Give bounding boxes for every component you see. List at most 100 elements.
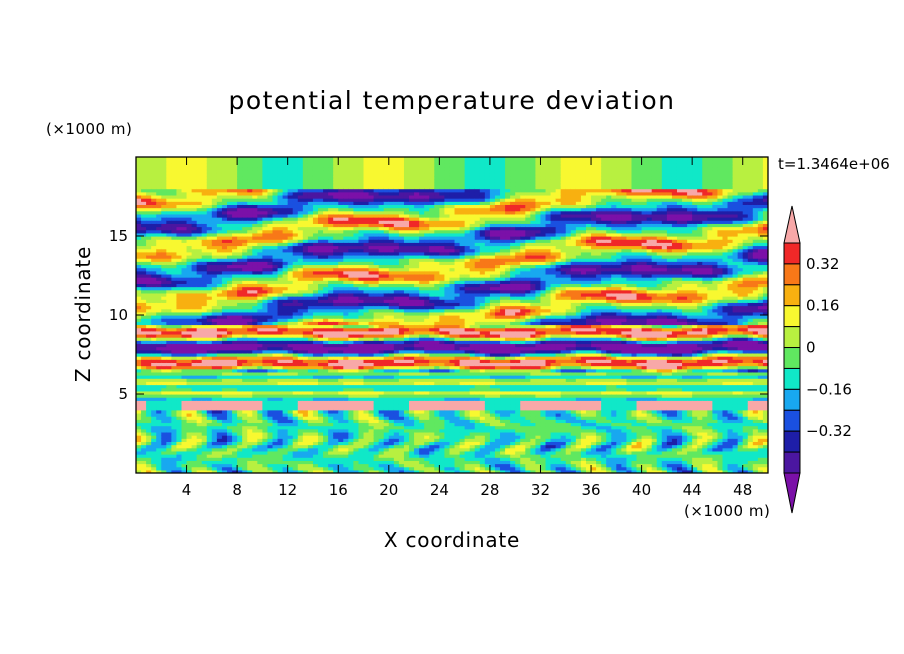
heatmap-cell (166, 194, 172, 199)
heatmap-cell (171, 375, 178, 379)
heatmap-cell (136, 220, 142, 224)
heatmap-cell (141, 365, 147, 370)
heatmap-cell (166, 236, 172, 240)
heatmap-cell (146, 273, 152, 278)
heatmap-cell (156, 435, 162, 439)
heatmap-cell (156, 204, 162, 209)
heatmap-cell (141, 454, 147, 458)
heatmap-cell (136, 412, 142, 417)
heatmap-cell (146, 327, 152, 332)
heatmap-cell (136, 245, 142, 250)
heatmap-cell (166, 277, 172, 281)
heatmap-cell (151, 160, 157, 164)
heatmap-cell (161, 460, 167, 465)
heatmap-cell (146, 387, 152, 392)
heatmap-cell (161, 166, 167, 171)
heatmap-cell (166, 327, 172, 332)
heatmap-cell (136, 315, 142, 319)
heatmap-cell (156, 400, 162, 405)
heatmap-cell (171, 435, 178, 439)
heatmap-cell (156, 188, 162, 193)
heatmap-cell (151, 409, 157, 414)
heatmap-cell (166, 400, 172, 405)
heatmap-cell (156, 419, 162, 424)
heatmap-cell (161, 223, 167, 228)
heatmap-cell (136, 416, 142, 420)
heatmap-cell (166, 340, 172, 345)
heatmap-cell (171, 308, 178, 313)
heatmap-cell (151, 251, 157, 256)
heatmap-cell (146, 438, 152, 442)
heatmap-cell (161, 217, 167, 221)
heatmap-cell (161, 175, 167, 180)
heatmap-cell (136, 185, 142, 190)
heatmap-cell (156, 340, 162, 345)
heatmap-cell (156, 352, 162, 357)
heatmap-cell (151, 270, 157, 275)
heatmap-cell (151, 305, 157, 310)
heatmap-cell (171, 315, 178, 319)
heatmap-cell (151, 308, 157, 313)
heatmap-cell (146, 308, 152, 313)
heatmap-cell (171, 431, 178, 436)
heatmap-cell (146, 365, 152, 370)
heatmap-cell (146, 169, 152, 174)
heatmap-cell (151, 296, 157, 300)
heatmap-cell (136, 321, 142, 326)
heatmap-cell (141, 425, 147, 430)
heatmap-cell (156, 226, 162, 231)
heatmap-cell (136, 333, 142, 338)
heatmap-cell (151, 166, 157, 171)
heatmap-cell (171, 264, 178, 269)
heatmap-cell (136, 223, 142, 228)
heatmap-cell (136, 431, 142, 436)
heatmap-cell (141, 412, 147, 417)
heatmap-cell (141, 270, 147, 275)
heatmap-cell (136, 397, 142, 401)
heatmap-cell (136, 441, 142, 446)
heatmap-cell (146, 356, 152, 360)
heatmap-cell (146, 258, 152, 262)
heatmap-cell (156, 217, 162, 221)
heatmap-cell (146, 160, 152, 164)
heatmap-cell (161, 315, 167, 319)
heatmap-cell (141, 248, 147, 253)
heatmap-cell (161, 321, 167, 326)
heatmap-cell (166, 172, 172, 177)
heatmap-cell (151, 220, 157, 224)
heatmap-cell (146, 229, 152, 234)
heatmap-cell (171, 469, 178, 473)
heatmap-cell (166, 270, 172, 275)
heatmap-cell (156, 381, 162, 386)
heatmap-cell (161, 403, 167, 408)
heatmap-cell (146, 463, 152, 468)
heatmap-cell (136, 280, 142, 284)
heatmap-cell (136, 286, 142, 291)
heatmap-cell (136, 296, 142, 300)
heatmap-cell (166, 157, 172, 161)
heatmap-cell (161, 157, 167, 161)
heatmap-cell (146, 441, 152, 446)
heatmap-cell (156, 394, 162, 398)
heatmap-cell (156, 210, 162, 215)
heatmap-cell (156, 198, 162, 202)
heatmap-cell (171, 258, 178, 262)
heatmap-cell (171, 454, 178, 458)
heatmap-cell (141, 172, 147, 177)
heatmap-cell (171, 368, 178, 373)
heatmap-cell (161, 232, 167, 237)
heatmap-cell (156, 194, 162, 199)
heatmap-cell (161, 333, 167, 338)
heatmap-cell (166, 378, 172, 382)
heatmap-cell (161, 251, 167, 256)
heatmap-cell (146, 194, 152, 199)
heatmap-cell (146, 425, 152, 430)
heatmap-cell (166, 409, 172, 414)
heatmap-cell (151, 352, 157, 357)
heatmap-cell (161, 220, 167, 224)
heatmap-cell (136, 469, 142, 473)
heatmap-cell (151, 194, 157, 199)
heatmap-cell (161, 311, 167, 316)
heatmap-cell (146, 267, 152, 272)
heatmap-cell (166, 283, 172, 288)
